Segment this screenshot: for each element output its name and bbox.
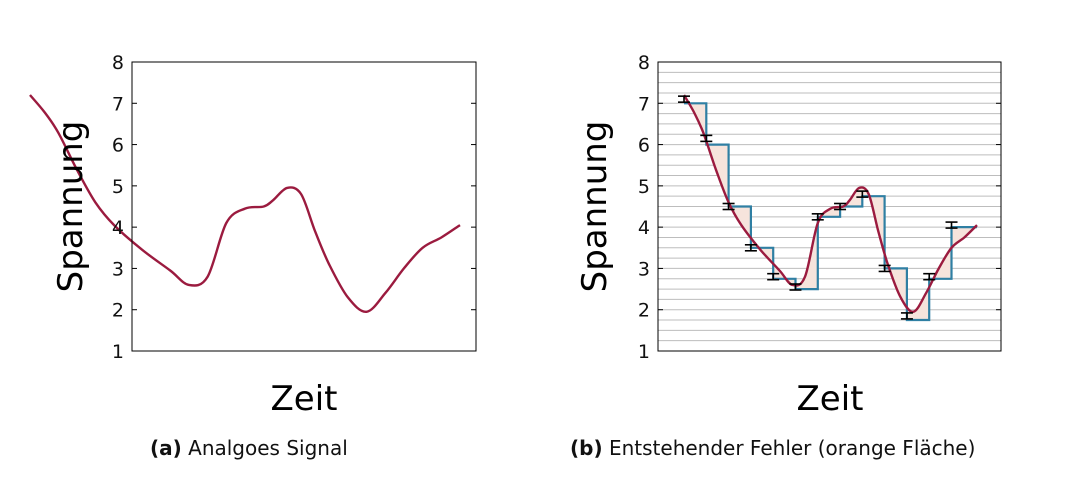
- y-tick-label: 4: [112, 217, 124, 239]
- caption-a-tag: (a): [150, 436, 182, 460]
- y-tick-label: 7: [112, 93, 124, 115]
- chart-analog-signal: 1 2 3 4 5 6 7 8 Spannung Zeit: [29, 52, 477, 419]
- caption-b-text: Entstehender Fehler (orange Fläche): [608, 436, 976, 460]
- sample-marker: [923, 272, 936, 281]
- x-axis-label: Zeit: [271, 379, 338, 419]
- caption-a-text: Analgoes Signal: [188, 436, 348, 460]
- y-tick-label: 8: [112, 52, 124, 74]
- y-tick-label: 4: [638, 217, 650, 239]
- caption-b-tag: (b): [570, 436, 603, 460]
- y-tick-label: 3: [112, 258, 124, 280]
- sample-marker: [811, 213, 824, 221]
- sample-marker: [878, 264, 891, 273]
- sample-marker: [767, 272, 780, 281]
- sample-marker: [856, 190, 869, 198]
- sample-marker: [744, 243, 757, 252]
- plot-frame: [657, 61, 1002, 352]
- sample-marker: [700, 134, 713, 143]
- y-tick-label: 5: [112, 176, 124, 198]
- staircase-line: [684, 102, 977, 322]
- y-tick-label: 2: [112, 300, 124, 322]
- y-tick-label: 8: [638, 52, 650, 74]
- y-tick-label: 1: [638, 341, 650, 363]
- y-tick-label: 6: [112, 135, 124, 157]
- caption-a: (a) Analgoes Signal: [150, 436, 348, 460]
- sample-marker: [789, 283, 802, 291]
- sample-marker: [678, 95, 690, 103]
- sample-marker: [900, 312, 913, 320]
- y-tick-label: 1: [112, 341, 124, 363]
- y-tick-label: 3: [638, 258, 650, 280]
- chart-quantization-error: 1 2 3 4 5 6 7 8 Spannung Zeit: [575, 52, 1002, 419]
- sample-marker: [945, 221, 958, 229]
- signal-curve: [29, 94, 461, 314]
- y-axis-label: Spannung: [575, 121, 615, 293]
- y-tick-label: 6: [638, 135, 650, 157]
- x-axis-label: Zeit: [797, 379, 864, 419]
- y-axis-label: Spannung: [51, 121, 91, 293]
- plot-frame: [131, 61, 477, 352]
- y-tick-label: 5: [638, 176, 650, 198]
- signal-curve: [682, 94, 978, 313]
- sample-marker: [834, 202, 847, 211]
- sample-marker: [722, 202, 735, 211]
- y-tick-label: 7: [638, 93, 650, 115]
- caption-b: (b) Entstehender Fehler (orange Fläche): [570, 436, 975, 460]
- y-tick-label: 2: [638, 300, 650, 322]
